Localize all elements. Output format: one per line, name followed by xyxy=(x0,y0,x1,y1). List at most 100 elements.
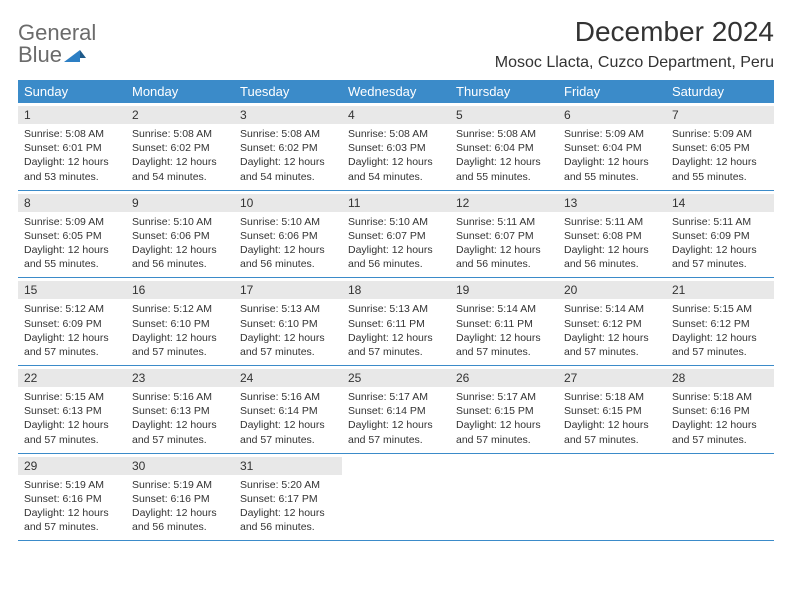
day-header-cell: Monday xyxy=(126,80,234,103)
day-number: 8 xyxy=(18,194,126,212)
day-cell: 12 Sunrise: 5:11 AMSunset: 6:07 PMDayligh… xyxy=(450,191,558,278)
day-info: Sunrise: 5:14 AMSunset: 6:12 PMDaylight:… xyxy=(564,302,660,359)
day-cell: 28 Sunrise: 5:18 AMSunset: 6:16 PMDayligh… xyxy=(666,366,774,453)
day-number: 10 xyxy=(234,194,342,212)
day-cell: 30 Sunrise: 5:19 AMSunset: 6:16 PMDayligh… xyxy=(126,454,234,541)
day-cell xyxy=(558,454,666,541)
day-info: Sunrise: 5:10 AMSunset: 6:06 PMDaylight:… xyxy=(132,215,228,272)
day-number: 9 xyxy=(126,194,234,212)
day-cell: 8Sunrise: 5:09 AMSunset: 6:05 PMDaylight… xyxy=(18,191,126,278)
day-info: Sunrise: 5:14 AMSunset: 6:11 PMDaylight:… xyxy=(456,302,552,359)
day-number: 22 xyxy=(18,369,126,387)
day-info: Sunrise: 5:20 AMSunset: 6:17 PMDaylight:… xyxy=(240,478,336,535)
day-cell: 7 Sunrise: 5:09 AMSunset: 6:05 PMDaylight… xyxy=(666,103,774,190)
day-info: Sunrise: 5:18 AMSunset: 6:16 PMDaylight:… xyxy=(672,390,768,447)
day-number: 14 xyxy=(666,194,774,212)
day-number: 24 xyxy=(234,369,342,387)
week-row: 1 Sunrise: 5:08 AMSunset: 6:01 PMDaylight… xyxy=(18,103,774,191)
day-info: Sunrise: 5:13 AMSunset: 6:10 PMDaylight:… xyxy=(240,302,336,359)
day-info: Sunrise: 5:08 AMSunset: 6:03 PMDaylight:… xyxy=(348,127,444,184)
day-info: Sunrise: 5:09 AMSunset: 6:05 PMDaylight:… xyxy=(672,127,768,184)
brand-name-2: Blue xyxy=(18,44,62,66)
day-cell xyxy=(342,454,450,541)
day-cell: 5 Sunrise: 5:08 AMSunset: 6:04 PMDaylight… xyxy=(450,103,558,190)
day-cell: 27 Sunrise: 5:18 AMSunset: 6:15 PMDayligh… xyxy=(558,366,666,453)
day-header-row: SundayMondayTuesdayWednesdayThursdayFrid… xyxy=(18,80,774,103)
day-number: 11 xyxy=(342,194,450,212)
day-info: Sunrise: 5:08 AMSunset: 6:02 PMDaylight:… xyxy=(132,127,228,184)
day-info: Sunrise: 5:13 AMSunset: 6:11 PMDaylight:… xyxy=(348,302,444,359)
day-info: Sunrise: 5:18 AMSunset: 6:15 PMDaylight:… xyxy=(564,390,660,447)
day-info: Sunrise: 5:11 AMSunset: 6:07 PMDaylight:… xyxy=(456,215,552,272)
day-info: Sunrise: 5:15 AMSunset: 6:13 PMDaylight:… xyxy=(24,390,120,447)
day-cell xyxy=(450,454,558,541)
day-info: Sunrise: 5:11 AMSunset: 6:09 PMDaylight:… xyxy=(672,215,768,272)
day-number: 30 xyxy=(126,457,234,475)
day-cell: 4 Sunrise: 5:08 AMSunset: 6:03 PMDaylight… xyxy=(342,103,450,190)
day-info: Sunrise: 5:08 AMSunset: 6:01 PMDaylight:… xyxy=(24,127,120,184)
day-cell xyxy=(666,454,774,541)
day-number: 26 xyxy=(450,369,558,387)
day-number: 4 xyxy=(342,106,450,124)
day-header-cell: Saturday xyxy=(666,80,774,103)
day-number: 16 xyxy=(126,281,234,299)
day-cell: 2 Sunrise: 5:08 AMSunset: 6:02 PMDaylight… xyxy=(126,103,234,190)
day-number: 29 xyxy=(18,457,126,475)
day-info: Sunrise: 5:09 AMSunset: 6:04 PMDaylight:… xyxy=(564,127,660,184)
day-info: Sunrise: 5:19 AMSunset: 6:16 PMDaylight:… xyxy=(24,478,120,535)
day-cell: 29 Sunrise: 5:19 AMSunset: 6:16 PMDayligh… xyxy=(18,454,126,541)
day-info: Sunrise: 5:08 AMSunset: 6:02 PMDaylight:… xyxy=(240,127,336,184)
day-cell: 23Sunrise: 5:16 AMSunset: 6:13 PMDayligh… xyxy=(126,366,234,453)
day-number: 25 xyxy=(342,369,450,387)
day-cell: 13Sunrise: 5:11 AMSunset: 6:08 PMDayligh… xyxy=(558,191,666,278)
day-info: Sunrise: 5:10 AMSunset: 6:06 PMDaylight:… xyxy=(240,215,336,272)
day-number: 17 xyxy=(234,281,342,299)
day-number: 3 xyxy=(234,106,342,124)
day-number: 20 xyxy=(558,281,666,299)
day-cell: 14 Sunrise: 5:11 AMSunset: 6:09 PMDayligh… xyxy=(666,191,774,278)
day-header-cell: Tuesday xyxy=(234,80,342,103)
day-number: 12 xyxy=(450,194,558,212)
day-cell: 19 Sunrise: 5:14 AMSunset: 6:11 PMDayligh… xyxy=(450,278,558,365)
day-cell: 22 Sunrise: 5:15 AMSunset: 6:13 PMDayligh… xyxy=(18,366,126,453)
day-info: Sunrise: 5:16 AMSunset: 6:13 PMDaylight:… xyxy=(132,390,228,447)
day-number: 7 xyxy=(666,106,774,124)
week-row: 8Sunrise: 5:09 AMSunset: 6:05 PMDaylight… xyxy=(18,191,774,279)
location-label: Mosoc Llacta, Cuzco Department, Peru xyxy=(495,54,774,72)
day-cell: 21Sunrise: 5:15 AMSunset: 6:12 PMDayligh… xyxy=(666,278,774,365)
week-row: 29 Sunrise: 5:19 AMSunset: 6:16 PMDayligh… xyxy=(18,454,774,542)
triangle-icon xyxy=(64,48,86,62)
logo-text-block: General Blue xyxy=(18,22,96,66)
day-cell: 6 Sunrise: 5:09 AMSunset: 6:04 PMDaylight… xyxy=(558,103,666,190)
day-info: Sunrise: 5:17 AMSunset: 6:15 PMDaylight:… xyxy=(456,390,552,447)
week-row: 15Sunrise: 5:12 AMSunset: 6:09 PMDayligh… xyxy=(18,278,774,366)
day-number: 28 xyxy=(666,369,774,387)
day-info: Sunrise: 5:17 AMSunset: 6:14 PMDaylight:… xyxy=(348,390,444,447)
calendar-grid: SundayMondayTuesdayWednesdayThursdayFrid… xyxy=(18,80,774,541)
day-info: Sunrise: 5:12 AMSunset: 6:10 PMDaylight:… xyxy=(132,302,228,359)
day-number: 18 xyxy=(342,281,450,299)
day-cell: 25 Sunrise: 5:17 AMSunset: 6:14 PMDayligh… xyxy=(342,366,450,453)
day-cell: 17 Sunrise: 5:13 AMSunset: 6:10 PMDayligh… xyxy=(234,278,342,365)
day-cell: 15Sunrise: 5:12 AMSunset: 6:09 PMDayligh… xyxy=(18,278,126,365)
day-number: 13 xyxy=(558,194,666,212)
day-cell: 10 Sunrise: 5:10 AMSunset: 6:06 PMDayligh… xyxy=(234,191,342,278)
day-header-cell: Wednesday xyxy=(342,80,450,103)
day-info: Sunrise: 5:08 AMSunset: 6:04 PMDaylight:… xyxy=(456,127,552,184)
day-info: Sunrise: 5:15 AMSunset: 6:12 PMDaylight:… xyxy=(672,302,768,359)
day-cell: 11 Sunrise: 5:10 AMSunset: 6:07 PMDayligh… xyxy=(342,191,450,278)
day-cell: 3 Sunrise: 5:08 AMSunset: 6:02 PMDaylight… xyxy=(234,103,342,190)
day-info: Sunrise: 5:19 AMSunset: 6:16 PMDaylight:… xyxy=(132,478,228,535)
day-number: 6 xyxy=(558,106,666,124)
day-number: 5 xyxy=(450,106,558,124)
day-header-cell: Friday xyxy=(558,80,666,103)
day-number: 27 xyxy=(558,369,666,387)
day-number: 19 xyxy=(450,281,558,299)
day-number: 1 xyxy=(18,106,126,124)
day-header-cell: Thursday xyxy=(450,80,558,103)
day-cell: 26 Sunrise: 5:17 AMSunset: 6:15 PMDayligh… xyxy=(450,366,558,453)
day-cell: 18 Sunrise: 5:13 AMSunset: 6:11 PMDayligh… xyxy=(342,278,450,365)
day-info: Sunrise: 5:16 AMSunset: 6:14 PMDaylight:… xyxy=(240,390,336,447)
day-number: 2 xyxy=(126,106,234,124)
day-info: Sunrise: 5:10 AMSunset: 6:07 PMDaylight:… xyxy=(348,215,444,272)
